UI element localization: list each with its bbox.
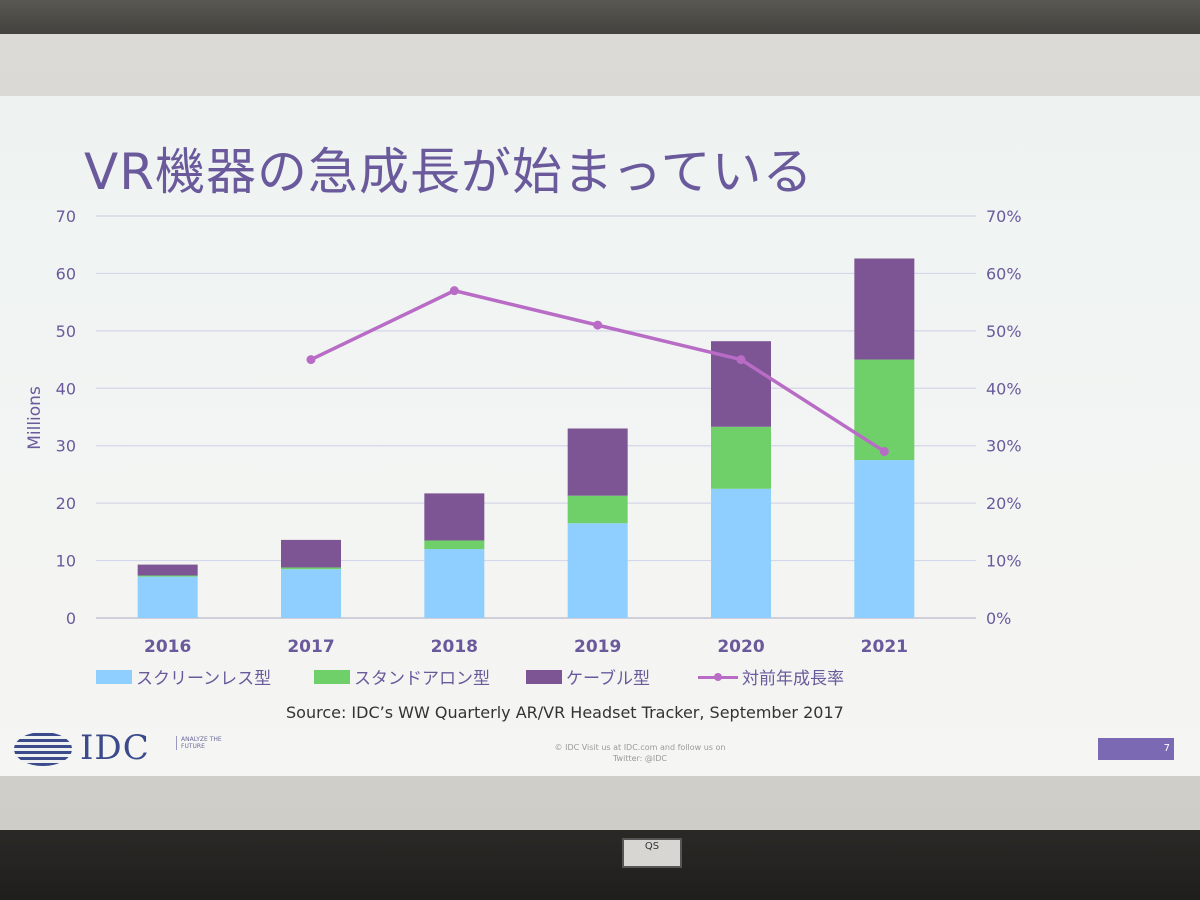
legend-label-growth: 対前年成長率 bbox=[742, 669, 844, 689]
source-note: Source: IDC’s WW Quarterly AR/VR Headset… bbox=[286, 703, 844, 722]
y2-tick-label: 60% bbox=[986, 264, 1022, 283]
bar-segment bbox=[281, 569, 341, 618]
bar-segment bbox=[424, 493, 485, 541]
y-tick-label: 70 bbox=[56, 207, 76, 226]
wall-top bbox=[0, 0, 1200, 40]
legend-item-standalone: スタンドアロン型 bbox=[314, 664, 490, 689]
legend-swatch-cable bbox=[526, 669, 562, 684]
y2-tick-label: 70% bbox=[986, 207, 1022, 226]
logo-text: IDC bbox=[80, 728, 150, 768]
bar-segment bbox=[137, 575, 198, 577]
growth-point bbox=[306, 355, 316, 365]
bar-segment bbox=[567, 523, 628, 618]
growth-line bbox=[306, 286, 889, 456]
y2-tick-label: 10% bbox=[986, 552, 1022, 571]
globe-icon bbox=[14, 732, 72, 766]
projector-box: QS bbox=[622, 838, 682, 868]
x-tick-label: 2017 bbox=[287, 637, 334, 657]
y-tick-label: 20 bbox=[56, 494, 76, 513]
legend-swatch-standalone bbox=[314, 669, 350, 684]
bar-segment bbox=[854, 258, 915, 360]
logo-tagline: ANALYZE THE FUTURE bbox=[176, 736, 231, 750]
y-tick-label: 10 bbox=[56, 552, 76, 571]
bar-segment bbox=[424, 540, 485, 550]
y-axis-title: Millions bbox=[25, 386, 45, 450]
legend-label-standalone: スタンドアロン型 bbox=[354, 669, 490, 689]
bar-segment bbox=[281, 539, 341, 568]
legend-label-cable: ケーブル型 bbox=[566, 669, 650, 689]
bar-segment bbox=[137, 576, 198, 618]
growth-point bbox=[879, 446, 889, 456]
bar-segment bbox=[854, 359, 915, 461]
grid-lines bbox=[96, 215, 976, 619]
x-tick-label: 2019 bbox=[574, 637, 621, 657]
y-tick-label: 0 bbox=[66, 609, 76, 628]
legend-item-screenless: スクリーンレス型 bbox=[96, 664, 271, 689]
x-tick-label: 2016 bbox=[144, 637, 191, 657]
bar-segment bbox=[281, 567, 341, 570]
bar-segment bbox=[711, 426, 771, 489]
bar-segment bbox=[137, 564, 198, 576]
legend-item-cable: ケーブル型 bbox=[526, 664, 650, 689]
y2-tick-label: 20% bbox=[986, 494, 1022, 513]
bar-segment bbox=[567, 495, 628, 524]
axis-labels: 0 10 20 30 40 50 60 70 0% 10% 20% 30% 40% 50% 60% 70% 20… bbox=[56, 207, 1022, 657]
idc-logo: IDC ANALYZE THE FUTURE bbox=[14, 728, 224, 772]
footer-line-2: Twitter: @IDC bbox=[612, 754, 667, 763]
growth-line-path bbox=[310, 288, 886, 453]
y-tick-label: 60 bbox=[56, 264, 76, 283]
y-tick-label: 50 bbox=[56, 322, 76, 341]
x-tick-label: 2021 bbox=[861, 637, 908, 657]
bar-segment bbox=[854, 460, 915, 618]
y2-tick-label: 30% bbox=[986, 437, 1022, 456]
footer-note: © IDC Visit us at IDC.com and follow us … bbox=[520, 742, 760, 764]
bar-segment bbox=[711, 488, 771, 618]
page-number: 7 bbox=[1098, 738, 1174, 760]
bars bbox=[137, 258, 915, 618]
y2-tick-label: 50% bbox=[986, 322, 1022, 341]
legend: スクリーンレス型 スタンドアロン型 ケーブル型 対前年成長率 bbox=[96, 664, 956, 690]
growth-point bbox=[736, 355, 746, 365]
growth-point bbox=[593, 320, 603, 330]
x-tick-label: 2020 bbox=[717, 637, 764, 657]
y-tick-label: 30 bbox=[56, 437, 76, 456]
legend-label-screenless: スクリーンレス型 bbox=[136, 669, 272, 689]
legend-swatch-screenless bbox=[96, 669, 132, 684]
y-tick-label: 40 bbox=[56, 379, 76, 398]
footer-line-1: © IDC Visit us at IDC.com and follow us … bbox=[554, 743, 726, 752]
growth-point bbox=[449, 286, 459, 296]
floor bbox=[0, 830, 1200, 900]
x-tick-label: 2018 bbox=[431, 637, 478, 657]
y2-tick-label: 0% bbox=[986, 609, 1011, 628]
bar-segment bbox=[424, 549, 485, 618]
y2-tick-label: 40% bbox=[986, 379, 1022, 398]
slide-title: VR機器の急成長が始まっている bbox=[84, 143, 814, 201]
bar-segment bbox=[567, 428, 628, 496]
legend-swatch-growth bbox=[698, 670, 738, 684]
legend-item-growth: 対前年成長率 bbox=[698, 664, 844, 689]
